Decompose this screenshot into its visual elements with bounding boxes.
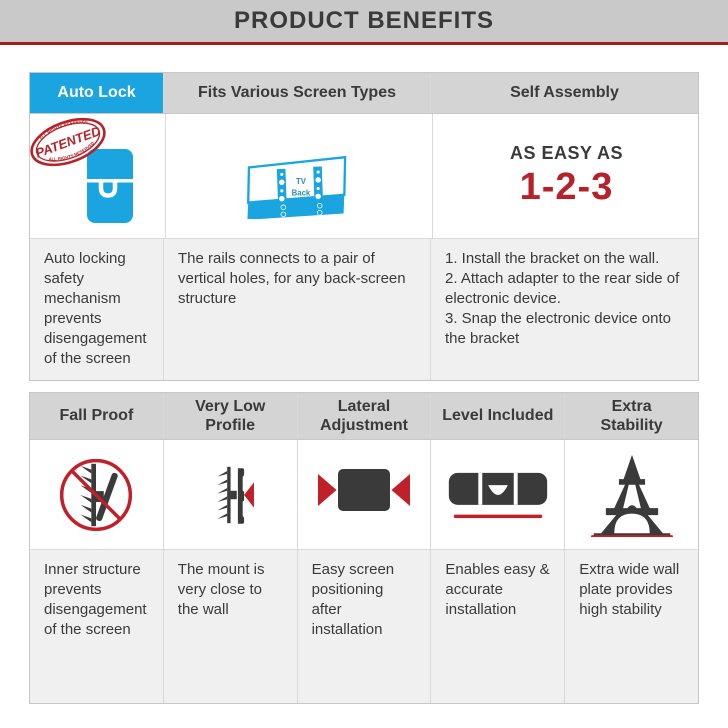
svg-text:TV: TV [296, 177, 307, 186]
svg-text:Back: Back [292, 189, 311, 198]
